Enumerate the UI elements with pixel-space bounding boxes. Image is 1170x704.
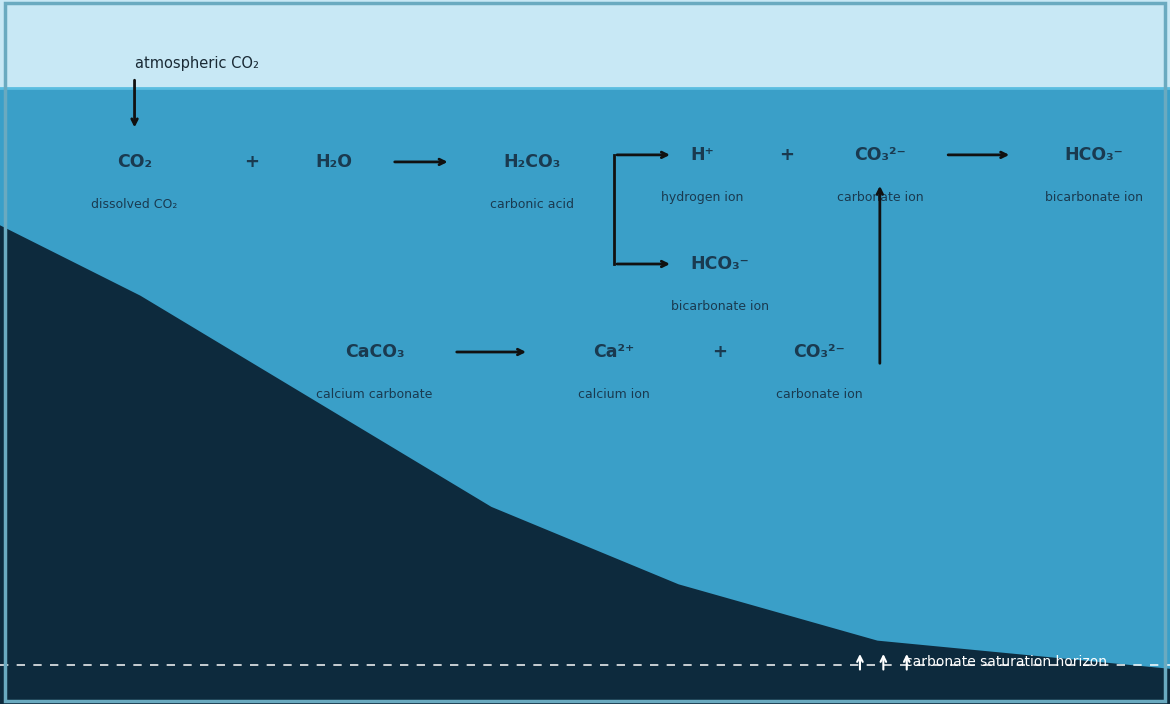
Text: CO₃²⁻: CO₃²⁻ bbox=[793, 343, 845, 361]
Text: carbonate ion: carbonate ion bbox=[776, 388, 862, 401]
Text: H₂O: H₂O bbox=[315, 153, 352, 171]
Polygon shape bbox=[0, 225, 1170, 704]
Text: +: + bbox=[779, 146, 793, 164]
Text: calcium carbonate: calcium carbonate bbox=[316, 388, 433, 401]
Text: atmospheric CO₂: atmospheric CO₂ bbox=[135, 56, 259, 71]
Text: HCO₃⁻: HCO₃⁻ bbox=[1065, 146, 1123, 164]
Text: carbonate ion: carbonate ion bbox=[837, 191, 923, 203]
Text: Ca²⁺: Ca²⁺ bbox=[593, 343, 635, 361]
FancyBboxPatch shape bbox=[0, 0, 1170, 88]
Text: bicarbonate ion: bicarbonate ion bbox=[670, 300, 769, 313]
Text: hydrogen ion: hydrogen ion bbox=[661, 191, 743, 203]
Text: +: + bbox=[713, 343, 727, 361]
Text: CaCO₃: CaCO₃ bbox=[345, 343, 404, 361]
Text: H⁺: H⁺ bbox=[690, 146, 714, 164]
Text: CO₂: CO₂ bbox=[117, 153, 152, 171]
Text: H₂CO₃: H₂CO₃ bbox=[504, 153, 560, 171]
Text: carbonate saturation horizon: carbonate saturation horizon bbox=[906, 655, 1107, 669]
FancyBboxPatch shape bbox=[0, 88, 1170, 704]
Text: HCO₃⁻: HCO₃⁻ bbox=[690, 255, 749, 273]
Text: dissolved CO₂: dissolved CO₂ bbox=[91, 198, 178, 210]
Text: calcium ion: calcium ion bbox=[578, 388, 651, 401]
Text: bicarbonate ion: bicarbonate ion bbox=[1045, 191, 1143, 203]
Text: carbonic acid: carbonic acid bbox=[490, 198, 574, 210]
Text: +: + bbox=[245, 153, 259, 171]
Text: CO₃²⁻: CO₃²⁻ bbox=[854, 146, 906, 164]
